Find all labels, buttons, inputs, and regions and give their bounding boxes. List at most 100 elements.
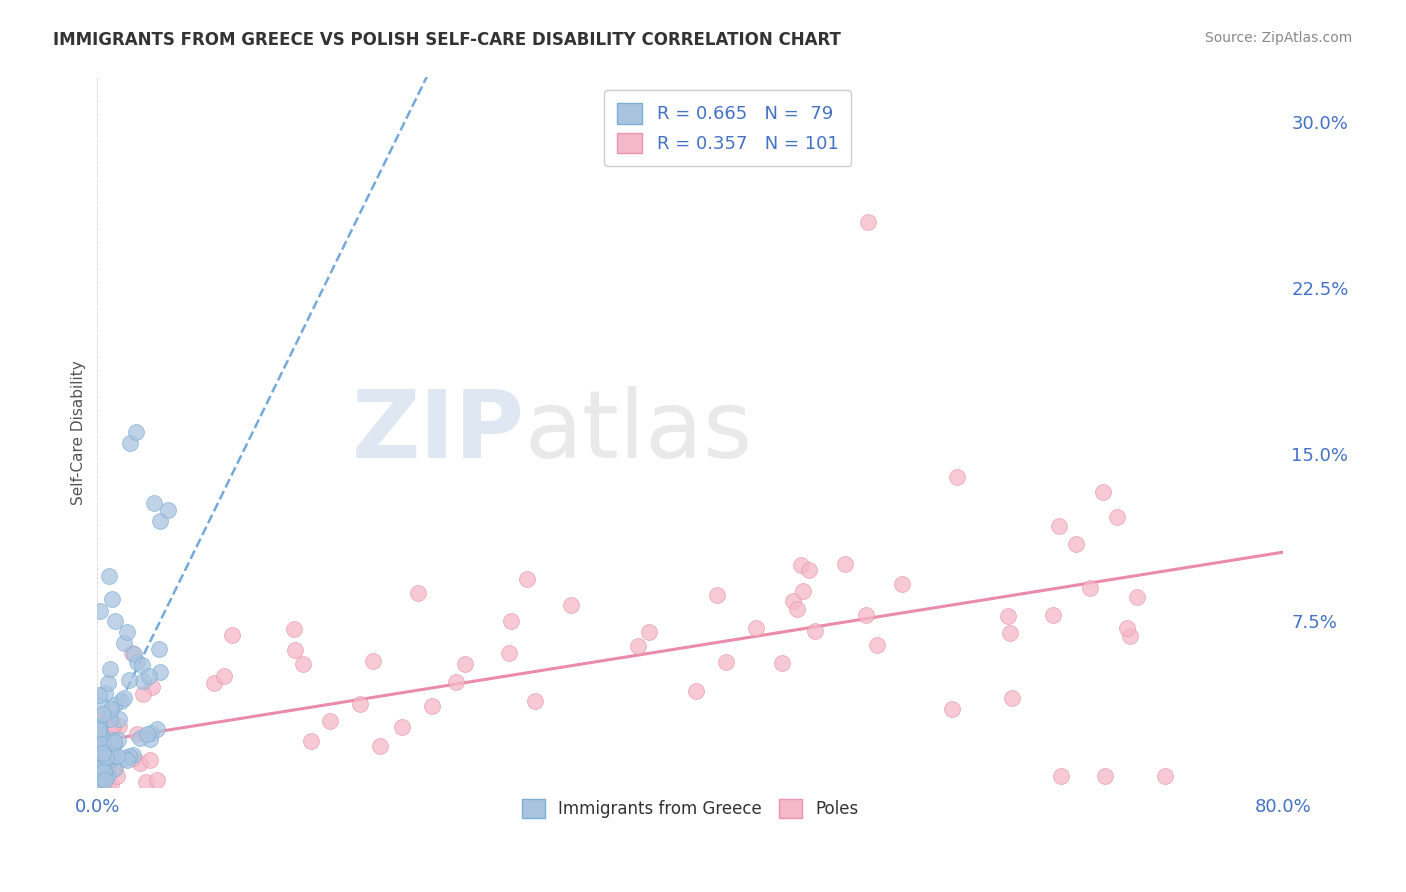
Point bbox=[101, 746, 124, 760]
Point bbox=[110, 694, 132, 708]
Y-axis label: Self-Care Disability: Self-Care Disability bbox=[72, 360, 86, 505]
Point bbox=[104, 614, 127, 628]
Point bbox=[523, 694, 546, 708]
Point bbox=[714, 655, 737, 669]
Point bbox=[98, 748, 121, 763]
Point bbox=[349, 698, 371, 712]
Point bbox=[291, 657, 314, 672]
Point bbox=[391, 720, 413, 734]
Point bbox=[118, 436, 141, 450]
Point bbox=[107, 733, 129, 747]
Point bbox=[128, 756, 150, 771]
Point bbox=[121, 751, 143, 765]
Point bbox=[103, 720, 125, 734]
Point bbox=[89, 764, 111, 778]
Point bbox=[946, 469, 969, 483]
Point bbox=[444, 674, 467, 689]
Point bbox=[105, 769, 128, 783]
Point bbox=[89, 766, 111, 780]
Text: atlas: atlas bbox=[524, 386, 752, 478]
Point bbox=[89, 718, 111, 732]
Point bbox=[499, 614, 522, 628]
Point bbox=[89, 758, 111, 772]
Point bbox=[408, 586, 430, 600]
Point bbox=[1115, 621, 1137, 635]
Point bbox=[89, 604, 111, 618]
Point bbox=[104, 761, 127, 775]
Point bbox=[284, 643, 307, 657]
Point bbox=[148, 642, 170, 657]
Point bbox=[87, 769, 110, 783]
Point bbox=[97, 778, 120, 792]
Point bbox=[149, 665, 172, 680]
Point bbox=[100, 752, 122, 766]
Point bbox=[90, 748, 112, 763]
Point bbox=[90, 772, 112, 786]
Point bbox=[93, 778, 115, 792]
Point bbox=[212, 669, 235, 683]
Point bbox=[93, 734, 115, 748]
Point bbox=[108, 712, 131, 726]
Point bbox=[91, 776, 114, 790]
Point bbox=[91, 750, 114, 764]
Point bbox=[516, 572, 538, 586]
Point bbox=[1064, 537, 1087, 551]
Point bbox=[799, 563, 821, 577]
Point bbox=[103, 733, 125, 747]
Point bbox=[103, 763, 125, 777]
Point bbox=[786, 602, 808, 616]
Point bbox=[103, 749, 125, 764]
Point bbox=[87, 739, 110, 754]
Point bbox=[856, 214, 879, 228]
Point bbox=[87, 727, 110, 741]
Point bbox=[93, 764, 115, 778]
Point bbox=[94, 750, 117, 764]
Point bbox=[135, 775, 157, 789]
Point bbox=[804, 624, 827, 639]
Point bbox=[122, 747, 145, 762]
Legend: Immigrants from Greece, Poles: Immigrants from Greece, Poles bbox=[515, 792, 866, 825]
Point bbox=[706, 588, 728, 602]
Point bbox=[146, 722, 169, 736]
Point bbox=[87, 723, 110, 737]
Point bbox=[103, 734, 125, 748]
Point bbox=[299, 734, 322, 748]
Point bbox=[115, 752, 138, 766]
Point bbox=[90, 761, 112, 775]
Point bbox=[627, 639, 650, 653]
Point bbox=[125, 727, 148, 741]
Point bbox=[115, 624, 138, 639]
Point bbox=[834, 557, 856, 571]
Point bbox=[105, 749, 128, 764]
Point bbox=[101, 720, 124, 734]
Point bbox=[91, 706, 114, 721]
Point bbox=[121, 646, 143, 660]
Point bbox=[997, 609, 1019, 624]
Point bbox=[90, 778, 112, 792]
Point bbox=[361, 654, 384, 668]
Point bbox=[1047, 519, 1070, 533]
Point bbox=[93, 767, 115, 781]
Point bbox=[91, 707, 114, 722]
Point bbox=[87, 770, 110, 784]
Point bbox=[91, 772, 114, 787]
Point bbox=[685, 684, 707, 698]
Point bbox=[94, 732, 117, 747]
Point bbox=[422, 699, 444, 714]
Point bbox=[90, 747, 112, 762]
Point bbox=[96, 768, 118, 782]
Point bbox=[94, 741, 117, 756]
Point bbox=[89, 774, 111, 789]
Point bbox=[96, 760, 118, 774]
Point bbox=[96, 767, 118, 781]
Point bbox=[1119, 629, 1142, 643]
Point bbox=[97, 745, 120, 759]
Point bbox=[1042, 607, 1064, 622]
Point bbox=[149, 514, 172, 528]
Point bbox=[90, 758, 112, 772]
Point bbox=[865, 638, 887, 652]
Point bbox=[90, 770, 112, 784]
Point bbox=[101, 591, 124, 606]
Point bbox=[100, 663, 122, 677]
Point bbox=[136, 727, 159, 741]
